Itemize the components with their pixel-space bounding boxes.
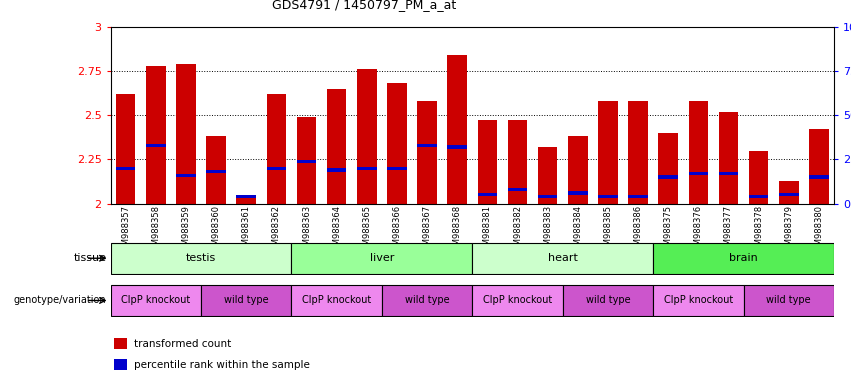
Bar xyxy=(659,133,678,204)
Bar xyxy=(266,167,286,170)
Bar xyxy=(387,83,407,204)
Bar xyxy=(387,167,407,170)
Bar xyxy=(111,285,201,316)
Bar xyxy=(477,193,497,196)
Text: ClpP knockout: ClpP knockout xyxy=(664,295,733,306)
Text: tissue: tissue xyxy=(73,253,106,263)
Bar xyxy=(327,89,346,204)
Bar xyxy=(568,136,587,204)
Text: ClpP knockout: ClpP knockout xyxy=(121,295,191,306)
Bar xyxy=(417,101,437,204)
Bar xyxy=(538,147,557,204)
Bar xyxy=(297,117,317,204)
Bar xyxy=(237,195,256,198)
Bar xyxy=(114,359,128,370)
Bar xyxy=(327,168,346,172)
Bar xyxy=(749,195,768,198)
Bar xyxy=(749,151,768,204)
Bar xyxy=(357,167,377,170)
Bar xyxy=(654,243,834,274)
Text: wild type: wild type xyxy=(405,295,449,306)
Bar xyxy=(628,101,648,204)
Bar xyxy=(688,172,708,175)
Bar xyxy=(266,94,286,204)
Bar xyxy=(654,285,744,316)
Text: wild type: wild type xyxy=(585,295,631,306)
Bar xyxy=(779,180,798,204)
Bar xyxy=(538,195,557,198)
Text: testis: testis xyxy=(186,253,216,263)
Text: brain: brain xyxy=(729,253,758,263)
Bar xyxy=(417,144,437,147)
Bar xyxy=(382,285,472,316)
Bar xyxy=(563,285,654,316)
Bar xyxy=(598,101,618,204)
Bar xyxy=(116,94,135,204)
Bar xyxy=(114,338,128,349)
Bar xyxy=(176,174,196,177)
Bar xyxy=(809,175,829,179)
Text: transformed count: transformed count xyxy=(134,339,231,349)
Bar xyxy=(291,243,472,274)
Bar xyxy=(508,188,528,191)
Bar xyxy=(477,121,497,204)
Bar xyxy=(146,66,166,204)
Bar xyxy=(291,285,382,316)
Bar xyxy=(659,175,678,179)
Text: liver: liver xyxy=(369,253,394,263)
Bar xyxy=(779,193,798,196)
Bar xyxy=(508,121,528,204)
Bar xyxy=(448,146,467,149)
Bar xyxy=(237,197,256,204)
Bar xyxy=(472,285,563,316)
Bar xyxy=(206,136,226,204)
Text: ClpP knockout: ClpP knockout xyxy=(483,295,552,306)
Bar xyxy=(719,112,739,204)
Text: percentile rank within the sample: percentile rank within the sample xyxy=(134,360,310,370)
Bar xyxy=(688,101,708,204)
Bar xyxy=(628,195,648,198)
Bar xyxy=(472,243,654,274)
Bar xyxy=(201,285,291,316)
Text: GDS4791 / 1450797_PM_a_at: GDS4791 / 1450797_PM_a_at xyxy=(271,0,456,12)
Text: wild type: wild type xyxy=(224,295,269,306)
Bar xyxy=(568,191,587,195)
Bar xyxy=(809,129,829,204)
Bar xyxy=(719,172,739,175)
Text: wild type: wild type xyxy=(767,295,811,306)
Bar xyxy=(744,285,834,316)
Bar xyxy=(176,64,196,204)
Bar xyxy=(116,167,135,170)
Bar xyxy=(448,55,467,204)
Bar xyxy=(111,243,291,274)
Bar xyxy=(598,195,618,198)
Bar xyxy=(206,170,226,173)
Bar xyxy=(297,159,317,163)
Bar xyxy=(357,69,377,204)
Text: heart: heart xyxy=(548,253,578,263)
Bar xyxy=(146,144,166,147)
Text: ClpP knockout: ClpP knockout xyxy=(302,295,371,306)
Text: genotype/variation: genotype/variation xyxy=(14,295,106,306)
